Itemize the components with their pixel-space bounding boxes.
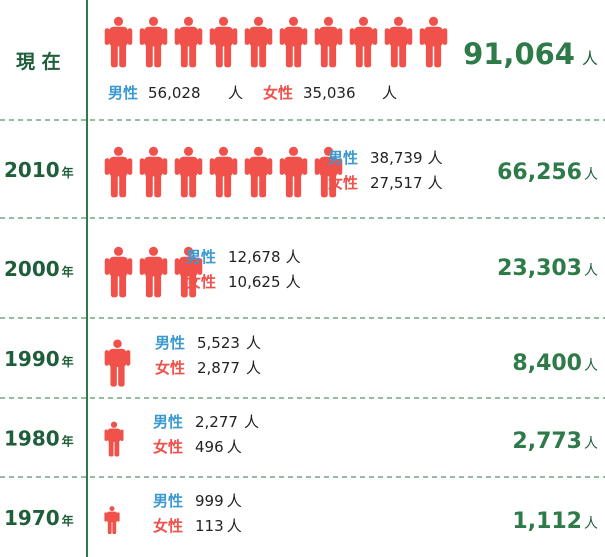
person-icon <box>279 16 308 68</box>
unit-label: 人 <box>286 273 301 291</box>
unit-label: 人 <box>246 359 261 377</box>
unit-label: 人 <box>244 413 259 431</box>
person-icon <box>314 16 343 68</box>
male-label: 男性 <box>186 248 216 266</box>
year-label: 1970 年 <box>4 506 74 530</box>
person-icon <box>209 146 238 198</box>
year-label: 1980 年 <box>4 427 74 451</box>
unit-label: 人 <box>428 174 443 192</box>
unit-label: 人 <box>584 263 598 279</box>
male-label: 男性 <box>328 149 358 167</box>
person-icon <box>104 506 120 534</box>
total-value: 2,773 <box>512 429 582 454</box>
person-icon <box>419 16 448 68</box>
person-icon <box>104 339 131 387</box>
female-count: 27,517 <box>370 174 423 192</box>
unit-label: 人 <box>227 517 242 535</box>
male-count: 12,678 <box>228 248 281 266</box>
unit-label: 人 <box>227 438 242 456</box>
unit-label: 人 <box>584 167 598 183</box>
male-label: 男性 <box>108 84 138 102</box>
unit-label: 人 <box>286 248 301 266</box>
year-label: 2000 年 <box>4 257 74 281</box>
total-value: 66,256 <box>497 160 582 185</box>
male-count: 38,739 <box>370 149 423 167</box>
female-count: 496 <box>195 438 224 456</box>
person-icon <box>174 146 203 198</box>
unit-label: 人 <box>584 516 598 532</box>
unit-label: 人 <box>582 49 598 68</box>
male-label: 男性 <box>153 492 183 510</box>
total-value: 91,064 <box>463 37 575 71</box>
unit-label: 人 <box>382 84 397 102</box>
unit-label: 人 <box>227 492 242 510</box>
person-icon <box>139 146 168 198</box>
male-label: 男性 <box>153 413 183 431</box>
person-icon <box>279 146 308 198</box>
person-icon <box>209 16 238 68</box>
unit-label: 人 <box>584 436 598 452</box>
female-count: 35,036 <box>303 84 356 102</box>
female-count: 10,625 <box>228 273 281 291</box>
unit-label: 人 <box>246 334 261 352</box>
male-count: 999 <box>195 492 224 510</box>
male-count: 56,028 <box>148 84 201 102</box>
person-icon <box>349 16 378 68</box>
female-label: 女性 <box>155 359 185 377</box>
person-icon <box>244 146 273 198</box>
total-value: 1,112 <box>512 509 582 534</box>
year-label: 2010 年 <box>4 158 74 182</box>
female-count: 2,877 <box>197 359 240 377</box>
person-icon <box>104 421 124 457</box>
person-icon <box>139 246 168 298</box>
unit-label: 人 <box>428 149 443 167</box>
female-label: 女性 <box>153 517 183 535</box>
female-label: 女性 <box>186 273 216 291</box>
person-icon <box>104 246 133 298</box>
male-count: 5,523 <box>197 334 240 352</box>
person-icon <box>139 16 168 68</box>
total-value: 23,303 <box>497 256 582 281</box>
unit-label: 人 <box>584 358 598 374</box>
person-icon <box>174 16 203 68</box>
total-value: 8,400 <box>512 351 582 376</box>
year-label: 1990 年 <box>4 347 74 371</box>
male-count: 2,277 <box>195 413 238 431</box>
year-label: 現 在 <box>16 50 61 73</box>
person-icon <box>104 146 133 198</box>
unit-label: 人 <box>228 84 243 102</box>
person-icon <box>244 16 273 68</box>
female-label: 女性 <box>263 84 293 102</box>
male-label: 男性 <box>155 334 185 352</box>
female-label: 女性 <box>328 174 358 192</box>
person-icon <box>384 16 413 68</box>
person-icon <box>104 16 133 68</box>
female-label: 女性 <box>153 438 183 456</box>
female-count: 113 <box>195 517 224 535</box>
